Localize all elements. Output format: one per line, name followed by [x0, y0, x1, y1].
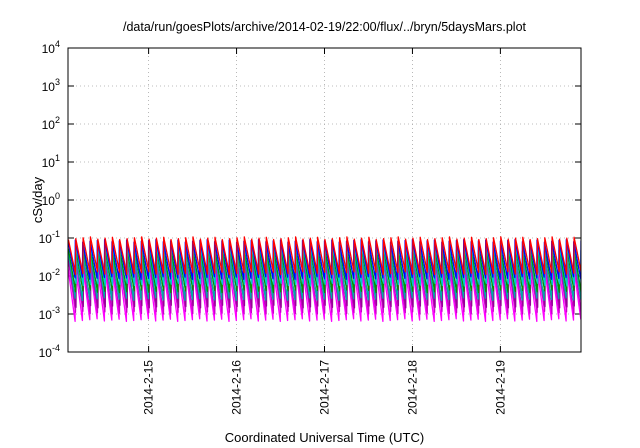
y-tick-base: 10 — [39, 270, 53, 284]
y-tick-exponent: -3 — [52, 305, 60, 315]
y-tick-label: 103 — [42, 77, 60, 94]
y-tick-exponent: -2 — [52, 267, 60, 277]
plot-border — [67, 47, 582, 353]
y-tick-base: 10 — [39, 346, 53, 360]
y-tick-label: 102 — [42, 115, 60, 132]
y-tick-label: 10-1 — [39, 229, 60, 246]
y-tick-exponent: -4 — [52, 343, 60, 353]
y-tick-base: 10 — [39, 308, 53, 322]
chart-title: /data/run/goesPlots/archive/2014-02-19/2… — [123, 20, 527, 34]
y-tick-label: 101 — [42, 153, 60, 170]
y-tick-base: 10 — [42, 156, 56, 170]
y-tick-label: 10-3 — [39, 305, 60, 322]
y-tick-exponent: -1 — [52, 229, 60, 239]
y-tick-exponent: 4 — [55, 39, 60, 49]
y-tick-base: 10 — [39, 232, 53, 246]
series-line — [68, 236, 581, 276]
y-tick-base: 10 — [42, 80, 56, 94]
y-tick-base: 10 — [42, 194, 56, 208]
y-axis-label: cSv/day — [30, 176, 45, 223]
y-tick-exponent: 1 — [55, 153, 60, 163]
x-tick-label: 2014-2-19 — [493, 360, 507, 415]
y-tick-exponent: 2 — [55, 115, 60, 125]
series-group — [68, 236, 581, 323]
x-tick-label: 2014-2-15 — [142, 360, 156, 415]
y-tick-label: 10-2 — [39, 267, 60, 284]
y-tick-base: 10 — [42, 42, 56, 56]
x-tick-label: 2014-2-17 — [318, 360, 332, 415]
x-axis-label: Coordinated Universal Time (UTC) — [225, 430, 424, 445]
x-tick-label: 2014-2-16 — [230, 360, 244, 415]
y-tick-exponent: 0 — [55, 191, 60, 201]
y-tick-label: 104 — [42, 39, 60, 56]
y-tick-exponent: 3 — [55, 77, 60, 87]
x-tick-label: 2014-2-18 — [405, 360, 419, 415]
y-tick-label: 100 — [42, 191, 60, 208]
y-tick-base: 10 — [42, 118, 56, 132]
y-tick-label: 10-4 — [39, 343, 60, 360]
